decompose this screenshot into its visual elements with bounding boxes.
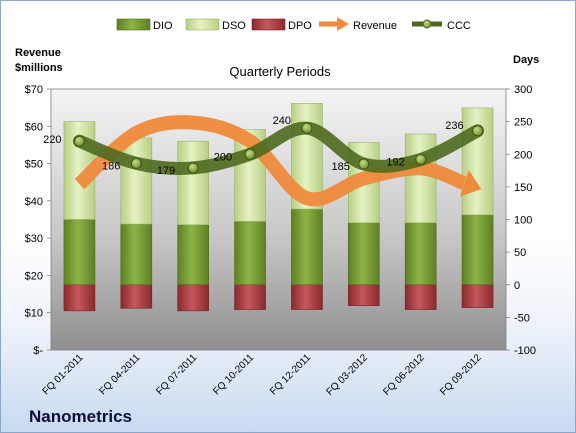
- legend-swatch-dio: [116, 18, 151, 31]
- plot-area: [50, 88, 507, 351]
- dpo-bar: [348, 284, 380, 306]
- dpo-bar: [404, 284, 437, 310]
- legend-label-dso: DSO: [222, 20, 246, 32]
- right-axis-tick-label: 300: [514, 84, 532, 96]
- ccc-point: [358, 158, 370, 170]
- dpo-bar: [461, 284, 494, 308]
- ccc-data-label: 240: [273, 115, 291, 127]
- left-axis-tick-label: $70: [25, 84, 43, 96]
- legend-label-dio: DIO: [153, 20, 173, 32]
- legend-swatch-dso: [185, 18, 220, 31]
- legend-label-dpo: DPO: [288, 20, 312, 32]
- right-axis-tick-label: 150: [514, 182, 532, 194]
- left-axis-title-line2: $millions: [15, 62, 63, 74]
- x-axis-category-label: FQ 07-2011: [154, 352, 199, 397]
- left-axis-tick-label: $40: [25, 196, 43, 208]
- dso-bar: [404, 133, 437, 224]
- left-axis-title-line1: Revenue: [15, 47, 61, 59]
- legend-swatch-ccc: [412, 19, 442, 29]
- left-axis-tick-label: $-: [33, 345, 43, 357]
- dpo-bar: [177, 284, 209, 312]
- dio-bar: [234, 221, 266, 286]
- ccc-data-label: 200: [214, 151, 232, 163]
- dio-bar: [291, 208, 323, 286]
- ccc-data-label: 236: [445, 120, 463, 132]
- dio-bar: [348, 222, 380, 286]
- dpo-bar: [291, 284, 323, 310]
- x-axis-category-label: FQ 10-2011: [211, 352, 256, 397]
- x-axis-category-label: FQ 01-2011: [41, 352, 86, 397]
- legend-label-revenue: Revenue: [353, 20, 397, 32]
- ccc-point: [301, 122, 313, 134]
- right-axis-tick-label: 0: [514, 280, 520, 292]
- dpo-bar: [234, 284, 266, 310]
- ccc-point: [130, 157, 142, 169]
- ccc-point: [187, 162, 199, 174]
- dio-bar: [177, 224, 209, 286]
- right-axis-tick-label: 50: [514, 247, 526, 259]
- ccc-data-label: 185: [331, 161, 349, 173]
- legend-swatch-revenue-arrow: [319, 17, 349, 31]
- ccc-data-label: 179: [157, 165, 175, 177]
- right-axis-tick-label: -50: [514, 312, 530, 324]
- legend: DIO DSO DPO Revenue CCC: [116, 17, 471, 32]
- left-axis-tick-label: $50: [25, 159, 43, 171]
- ccc-data-label: 220: [43, 134, 61, 146]
- dio-bar: [461, 214, 494, 286]
- left-axis-tick-label: $60: [25, 121, 43, 133]
- dso-bar: [120, 137, 153, 225]
- dso-bar: [177, 140, 209, 226]
- legend-swatch-dpo: [251, 18, 286, 31]
- ccc-data-label: 186: [102, 160, 120, 172]
- revenue-layer: [74, 115, 482, 207]
- dpo-bar: [120, 284, 153, 309]
- dio-bar: [63, 219, 96, 286]
- ccc-point: [415, 153, 427, 165]
- left-axis-tick-label: $10: [25, 308, 43, 320]
- ccc-point: [244, 148, 256, 160]
- revenue-line: [74, 115, 467, 207]
- labels-layer: 220 186 179 200 240 185 192 236: [43, 115, 463, 177]
- x-axis-category-label: FQ 09-2012: [438, 352, 484, 398]
- revenue-arrowhead: [459, 170, 482, 197]
- dpo-bar: [63, 284, 96, 312]
- right-axis-tick-label: 200: [514, 149, 532, 161]
- company-name: Nanometrics: [29, 407, 132, 426]
- dio-bar: [120, 223, 153, 286]
- right-axis-tick-label: 100: [514, 215, 532, 227]
- right-axis-title: Days: [513, 54, 539, 66]
- x-axis-category-label: FQ 12-2011: [268, 352, 313, 397]
- right-axis-tick-label: 250: [514, 117, 532, 129]
- ccc-point: [73, 135, 85, 147]
- x-axis-category-label: FQ 04-2011: [97, 352, 142, 397]
- dio-bar: [404, 222, 437, 286]
- ccc-data-label: 192: [386, 156, 404, 168]
- right-axis-tick-label: -100: [514, 345, 536, 357]
- chart-title: Quarterly Periods: [229, 64, 331, 79]
- left-axis-tick-label: $30: [25, 233, 43, 245]
- ccc-layer: [72, 121, 485, 176]
- ccc-point: [472, 125, 484, 137]
- left-axis-tick-label: $20: [25, 270, 43, 282]
- x-axis-category-label: FQ 03-2012: [324, 352, 370, 398]
- legend-label-ccc: CCC: [447, 20, 471, 32]
- x-axis-category-label: FQ 06-2012: [381, 352, 427, 398]
- dso-bar: [461, 107, 494, 216]
